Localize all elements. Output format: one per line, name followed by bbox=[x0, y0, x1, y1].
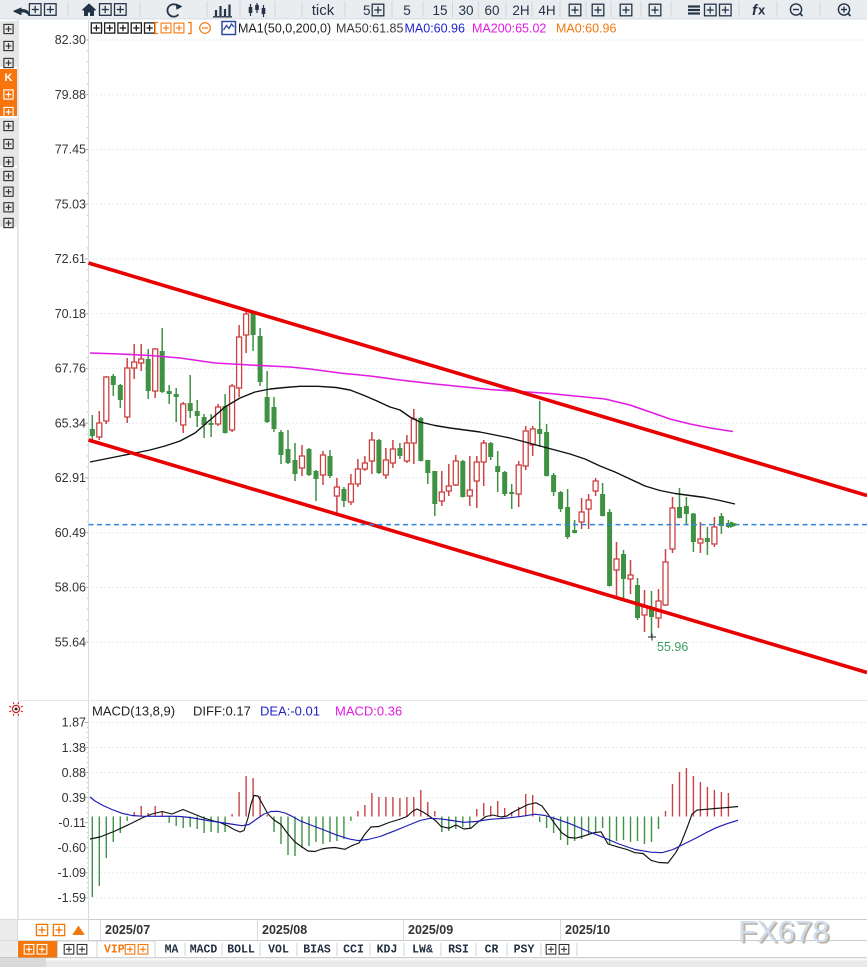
svg-text:2H: 2H bbox=[512, 3, 529, 18]
svg-text:FX678: FX678 bbox=[738, 914, 829, 949]
svg-text:-0.11: -0.11 bbox=[58, 816, 86, 830]
svg-text:x: x bbox=[758, 3, 766, 18]
svg-text:MA200:65.02: MA200:65.02 bbox=[472, 21, 546, 35]
svg-text:2025/07: 2025/07 bbox=[105, 923, 150, 937]
svg-text:55.96: 55.96 bbox=[657, 640, 688, 654]
svg-text:-1.59: -1.59 bbox=[58, 891, 87, 905]
svg-text:MA0:60.96: MA0:60.96 bbox=[405, 21, 466, 35]
svg-text:MACD(13,8,9): MACD(13,8,9) bbox=[92, 704, 175, 719]
svg-text:75.03: 75.03 bbox=[55, 197, 86, 211]
svg-text:-1.09: -1.09 bbox=[58, 866, 87, 880]
svg-text:BOLL: BOLL bbox=[227, 943, 255, 956]
svg-text:67.76: 67.76 bbox=[55, 362, 86, 376]
svg-text:MA0:60.96: MA0:60.96 bbox=[556, 21, 617, 35]
svg-text:5: 5 bbox=[363, 3, 371, 18]
svg-text:MACD:0.36: MACD:0.36 bbox=[335, 704, 402, 719]
svg-text:RSI: RSI bbox=[448, 943, 469, 956]
svg-text:KDJ: KDJ bbox=[377, 943, 398, 956]
svg-text:55.64: 55.64 bbox=[55, 635, 86, 649]
svg-text:2025/10: 2025/10 bbox=[565, 923, 610, 937]
svg-text:FX678: FX678 bbox=[740, 916, 831, 951]
svg-text:2025/09: 2025/09 bbox=[408, 923, 453, 937]
svg-text:0.88: 0.88 bbox=[62, 766, 86, 780]
svg-text:72.61: 72.61 bbox=[55, 252, 86, 266]
svg-text:77.45: 77.45 bbox=[55, 143, 86, 157]
svg-text:PSY: PSY bbox=[514, 943, 535, 956]
svg-text:tick: tick bbox=[312, 2, 335, 19]
svg-text:MA1(50,0,200,0): MA1(50,0,200,0) bbox=[238, 21, 331, 35]
svg-text:5: 5 bbox=[403, 3, 411, 18]
svg-text:LW&: LW& bbox=[412, 943, 433, 956]
svg-text:58.06: 58.06 bbox=[55, 581, 86, 595]
svg-text:VIP: VIP bbox=[104, 943, 125, 956]
svg-text:0.39: 0.39 bbox=[62, 791, 86, 805]
svg-text:MACD: MACD bbox=[190, 943, 218, 956]
svg-text:DIFF:0.17: DIFF:0.17 bbox=[193, 704, 251, 719]
svg-text:BIAS: BIAS bbox=[303, 943, 331, 956]
svg-text:K: K bbox=[5, 72, 13, 84]
svg-text:MA50:61.85: MA50:61.85 bbox=[336, 21, 403, 35]
svg-text:f: f bbox=[752, 2, 759, 19]
svg-text:15: 15 bbox=[432, 3, 447, 18]
svg-text:4H: 4H bbox=[538, 3, 555, 18]
svg-text:DEA:-0.01: DEA:-0.01 bbox=[260, 704, 320, 719]
svg-text:82.30: 82.30 bbox=[55, 33, 86, 47]
svg-text:65.34: 65.34 bbox=[55, 416, 86, 430]
svg-text:CCI: CCI bbox=[343, 943, 364, 956]
svg-text:30: 30 bbox=[458, 3, 473, 18]
svg-text:60: 60 bbox=[484, 3, 499, 18]
svg-text:79.88: 79.88 bbox=[55, 88, 86, 102]
svg-text:2025/08: 2025/08 bbox=[262, 923, 307, 937]
svg-text:60.49: 60.49 bbox=[55, 526, 86, 540]
svg-text:-0.60: -0.60 bbox=[58, 841, 87, 855]
svg-text:1.38: 1.38 bbox=[62, 741, 86, 755]
svg-text:CR: CR bbox=[485, 943, 499, 956]
svg-text:MA: MA bbox=[165, 943, 179, 956]
svg-text:1.87: 1.87 bbox=[62, 716, 86, 730]
svg-text:VOL: VOL bbox=[268, 943, 289, 956]
svg-text:70.18: 70.18 bbox=[55, 307, 86, 321]
svg-text:62.91: 62.91 bbox=[55, 471, 86, 485]
